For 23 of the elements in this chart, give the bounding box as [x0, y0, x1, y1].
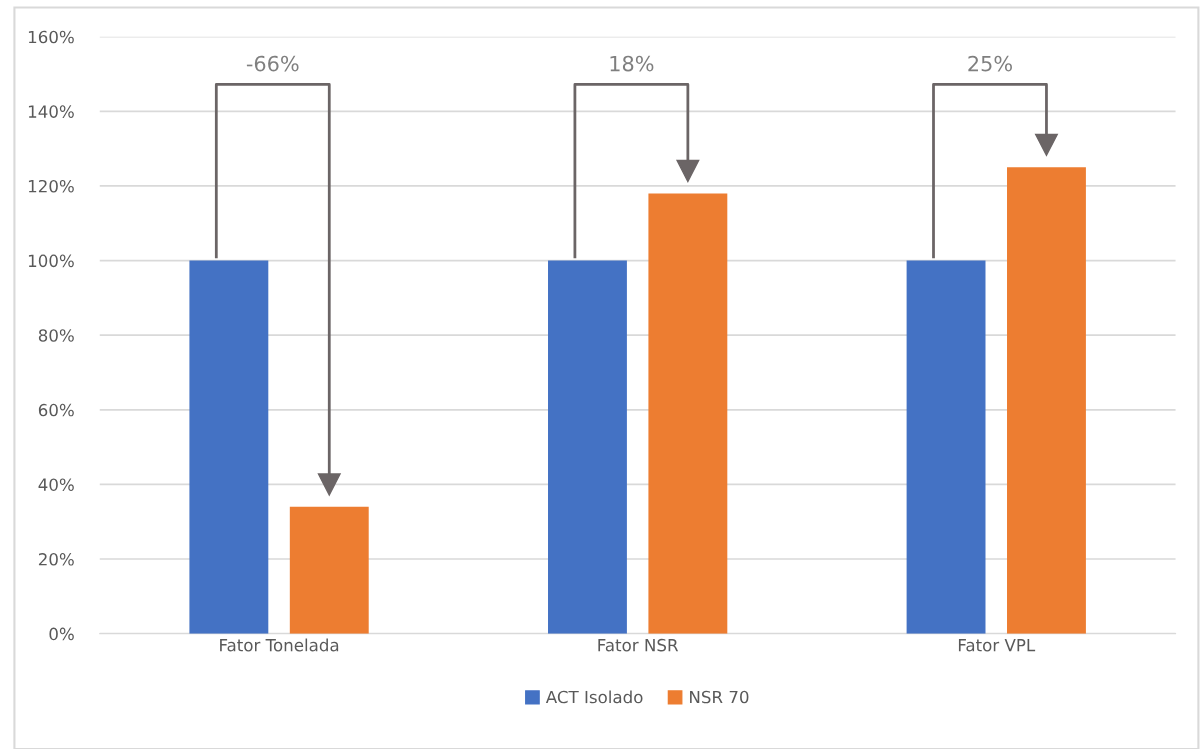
x-tick-label: Fator Tonelada [220, 638, 339, 652]
bar [548, 260, 627, 634]
bar [289, 506, 369, 634]
legend-label: NSR 70 [690, 690, 749, 704]
y-tick-label: 160% [28, 30, 74, 44]
bar [648, 193, 728, 634]
x-tick-label: Fator VPL [958, 639, 1036, 652]
x-tick-label: Fator NSR [598, 638, 679, 652]
y-tick-label: 40% [38, 478, 74, 491]
annotation: -66% [246, 55, 299, 72]
y-tick-label: 60% [38, 403, 74, 417]
y-tick-label: 100% [28, 254, 74, 268]
annotation: 25% [968, 55, 1012, 72]
y-tick-label: 140% [28, 105, 74, 118]
annotation: 18% [610, 55, 654, 72]
bar [906, 260, 986, 634]
y-tick-label: 120% [28, 179, 74, 193]
bar [189, 260, 269, 634]
bar [1007, 167, 1086, 634]
legend-label: ACT Isolado [545, 690, 643, 704]
y-tick-label: 0% [49, 627, 74, 641]
y-tick-label: 80% [38, 329, 74, 342]
y-tick-label: 20% [38, 553, 74, 566]
